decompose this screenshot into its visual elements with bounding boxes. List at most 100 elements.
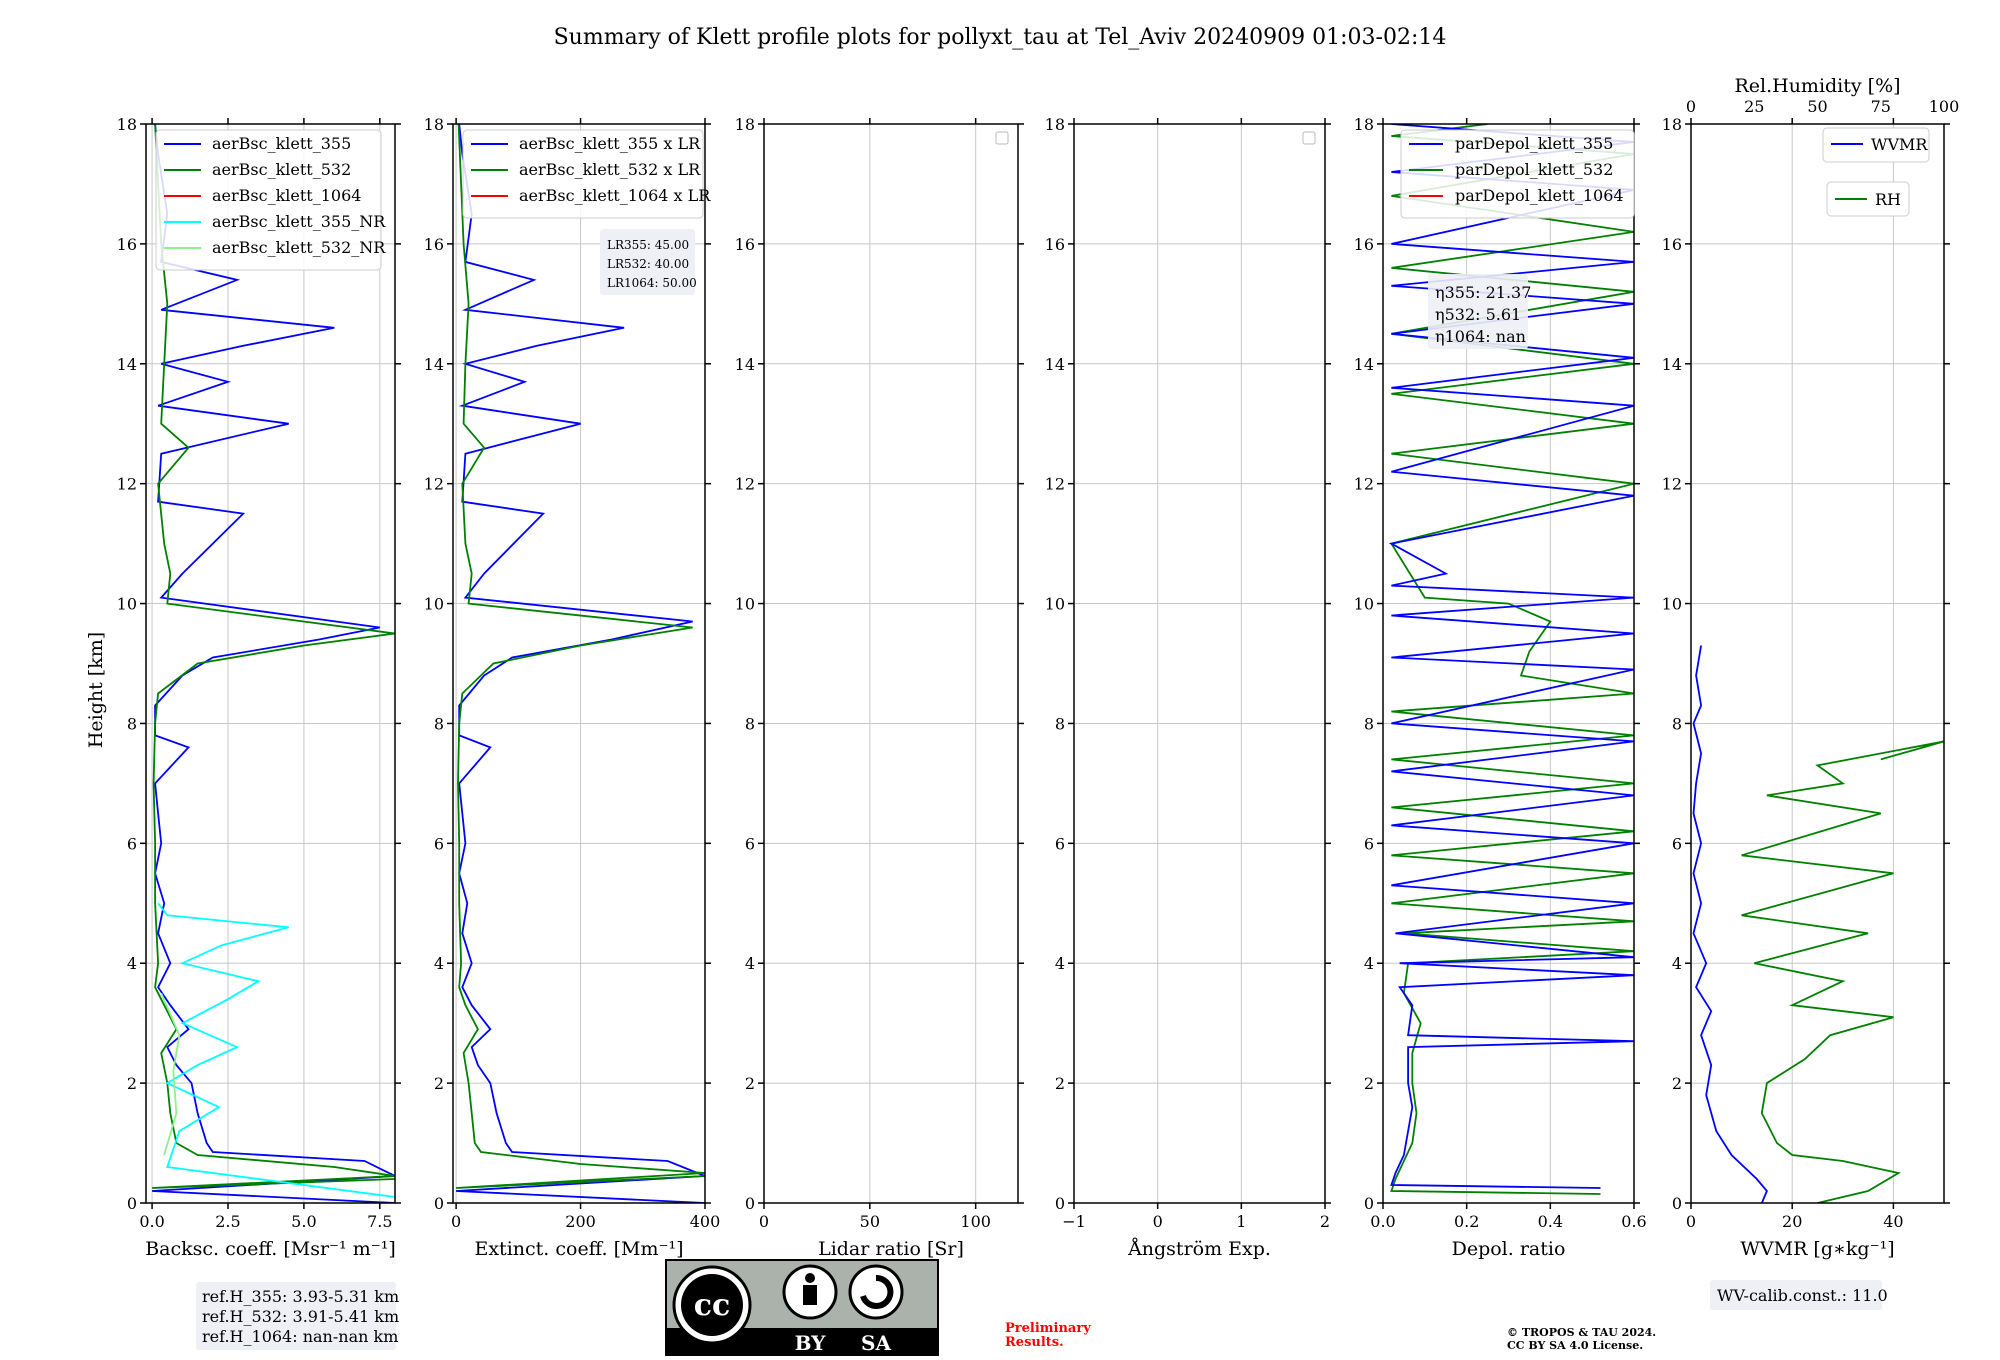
legend-box: [155, 129, 382, 271]
figure-title: Summary of Klett profile plots for polly…: [554, 25, 1447, 50]
y-tick-label: 18: [1662, 115, 1682, 134]
y-tick-label: 14: [1045, 355, 1065, 374]
y-tick-label: 6: [1364, 834, 1374, 853]
y-tick-label: 6: [745, 834, 755, 853]
y-tick-label: 14: [735, 355, 755, 374]
y-tick-label: 2: [127, 1074, 137, 1093]
x-tick-label: 0.6: [1621, 1212, 1646, 1231]
x-tick-label: 5.0: [291, 1212, 316, 1231]
lr-annotation-text: LR1064: 50.00: [607, 276, 697, 290]
y-tick-label: 18: [1354, 115, 1374, 134]
axes-frame: [763, 123, 1019, 1204]
y-tick-label: 0: [434, 1194, 444, 1213]
top-x-tick-label: 0: [1686, 97, 1696, 116]
y-tick-label: 4: [745, 954, 755, 973]
y-tick-label: 12: [424, 475, 444, 494]
y-tick-label: 14: [1662, 355, 1682, 374]
eta-annotation-text: η1064: nan: [1435, 327, 1526, 346]
y-tick-label: 10: [1045, 595, 1065, 614]
y-tick-label: 8: [1672, 714, 1682, 733]
y-tick-label: 10: [117, 595, 137, 614]
x-axis-label: Depol. ratio: [1452, 1238, 1566, 1260]
series-line: [160, 992, 181, 1156]
y-tick-label: 6: [1672, 834, 1682, 853]
x-tick-label: 0.4: [1538, 1212, 1563, 1231]
series-line: [1741, 740, 1944, 1203]
copyright-2: CC BY SA 4.0 License.: [1507, 1339, 1643, 1352]
series-line: [152, 124, 395, 1203]
y-tick-label: 16: [735, 235, 755, 254]
y-tick-label: 18: [735, 115, 755, 134]
x-axis-label: Backsc. coeff. [Msr⁻¹ m⁻¹]: [145, 1238, 396, 1260]
axes-frame: [1073, 123, 1326, 1204]
x-tick-label: −1: [1062, 1212, 1086, 1231]
eta-annotation-text: η532: 5.61: [1435, 305, 1521, 324]
top-x-axis-label: Rel.Humidity [%]: [1734, 75, 1900, 97]
y-tick-label: 6: [127, 834, 137, 853]
ref-height-text: ref.H_532: 3.91-5.41 km: [202, 1307, 399, 1326]
x-tick-label: 0.0: [1370, 1212, 1395, 1231]
y-tick-label: 4: [1672, 954, 1682, 973]
axes-frame: [1690, 123, 1945, 1204]
series-line: [1692, 645, 1768, 1203]
y-tick-label: 4: [127, 954, 137, 973]
y-tick-label: 18: [1045, 115, 1065, 134]
x-tick-label: 400: [690, 1212, 721, 1231]
legend-label: aerBsc_klett_355 x LR: [519, 134, 701, 153]
y-tick-label: 4: [1055, 954, 1065, 973]
legend-label: aerBsc_klett_355: [212, 134, 351, 153]
x-axis-label: Extinct. coeff. [Mm⁻¹]: [474, 1238, 683, 1260]
y-tick-label: 12: [1662, 475, 1682, 494]
y-tick-label: 0: [1672, 1194, 1682, 1213]
y-tick-label: 16: [117, 235, 137, 254]
lr-annotation-text: LR355: 45.00: [607, 238, 689, 252]
y-tick-label: 12: [117, 475, 137, 494]
x-axis-label: Ångström Exp.: [1127, 1238, 1271, 1260]
x-tick-label: 20: [1782, 1212, 1802, 1231]
ref-height-text: ref.H_355: 3.93-5.31 km: [202, 1287, 399, 1306]
y-tick-label: 8: [1364, 714, 1374, 733]
axes-frame: [145, 123, 396, 1204]
y-tick-label: 16: [424, 235, 444, 254]
y-tick-label: 0: [1055, 1194, 1065, 1213]
y-tick-label: 14: [117, 355, 137, 374]
series-line: [456, 124, 705, 1189]
svg-text:BY: BY: [795, 1331, 827, 1355]
panel-2: 0 2 4 6 8 10 12 14 16 18 0 200 400 Extinct. coeff. [M…: [424, 115, 721, 1260]
x-tick-label: 0: [1153, 1212, 1163, 1231]
x-tick-label: 1: [1236, 1212, 1246, 1231]
axes-frame: [1382, 123, 1635, 1204]
cc-license-badge: cc BY SA: [665, 1259, 939, 1356]
x-axis-label: WVMR [g∗kg⁻¹]: [1740, 1238, 1894, 1260]
y-tick-label: 12: [1354, 475, 1374, 494]
ref-height-box: [196, 1282, 396, 1350]
legend-box-wvmr: [1822, 127, 1930, 163]
y-tick-label: 18: [117, 115, 137, 134]
legend-box: [1400, 129, 1635, 219]
lr-annotation-box: [600, 229, 695, 295]
y-tick-label: 2: [434, 1074, 444, 1093]
y-tick-label: 10: [1662, 595, 1682, 614]
preliminary-label-2: Results.: [1005, 1335, 1064, 1350]
x-tick-label: 0: [1686, 1212, 1696, 1231]
y-tick-label: 6: [434, 834, 444, 853]
y-tick-label: 10: [424, 595, 444, 614]
series-line: [152, 124, 395, 1189]
legend-label: parDepol_klett_532: [1455, 160, 1613, 179]
y-tick-label: 4: [1364, 954, 1374, 973]
y-tick-label: 0: [1364, 1194, 1374, 1213]
y-tick-label: 4: [434, 954, 444, 973]
eta-annotation-text: η355: 21.37: [1435, 283, 1531, 302]
y-tick-label: 0: [127, 1194, 137, 1213]
y-tick-label: 16: [1662, 235, 1682, 254]
x-tick-label: 40: [1883, 1212, 1903, 1231]
y-tick-label: 14: [424, 355, 444, 374]
x-axis-label: Lidar ratio [Sr]: [818, 1238, 964, 1260]
wv-calib-box: [1710, 1280, 1882, 1310]
y-tick-label: 0: [745, 1194, 755, 1213]
top-x-tick-label: 50: [1807, 97, 1827, 116]
y-tick-label: 2: [1672, 1074, 1682, 1093]
legend-box-rh: [1826, 181, 1910, 217]
